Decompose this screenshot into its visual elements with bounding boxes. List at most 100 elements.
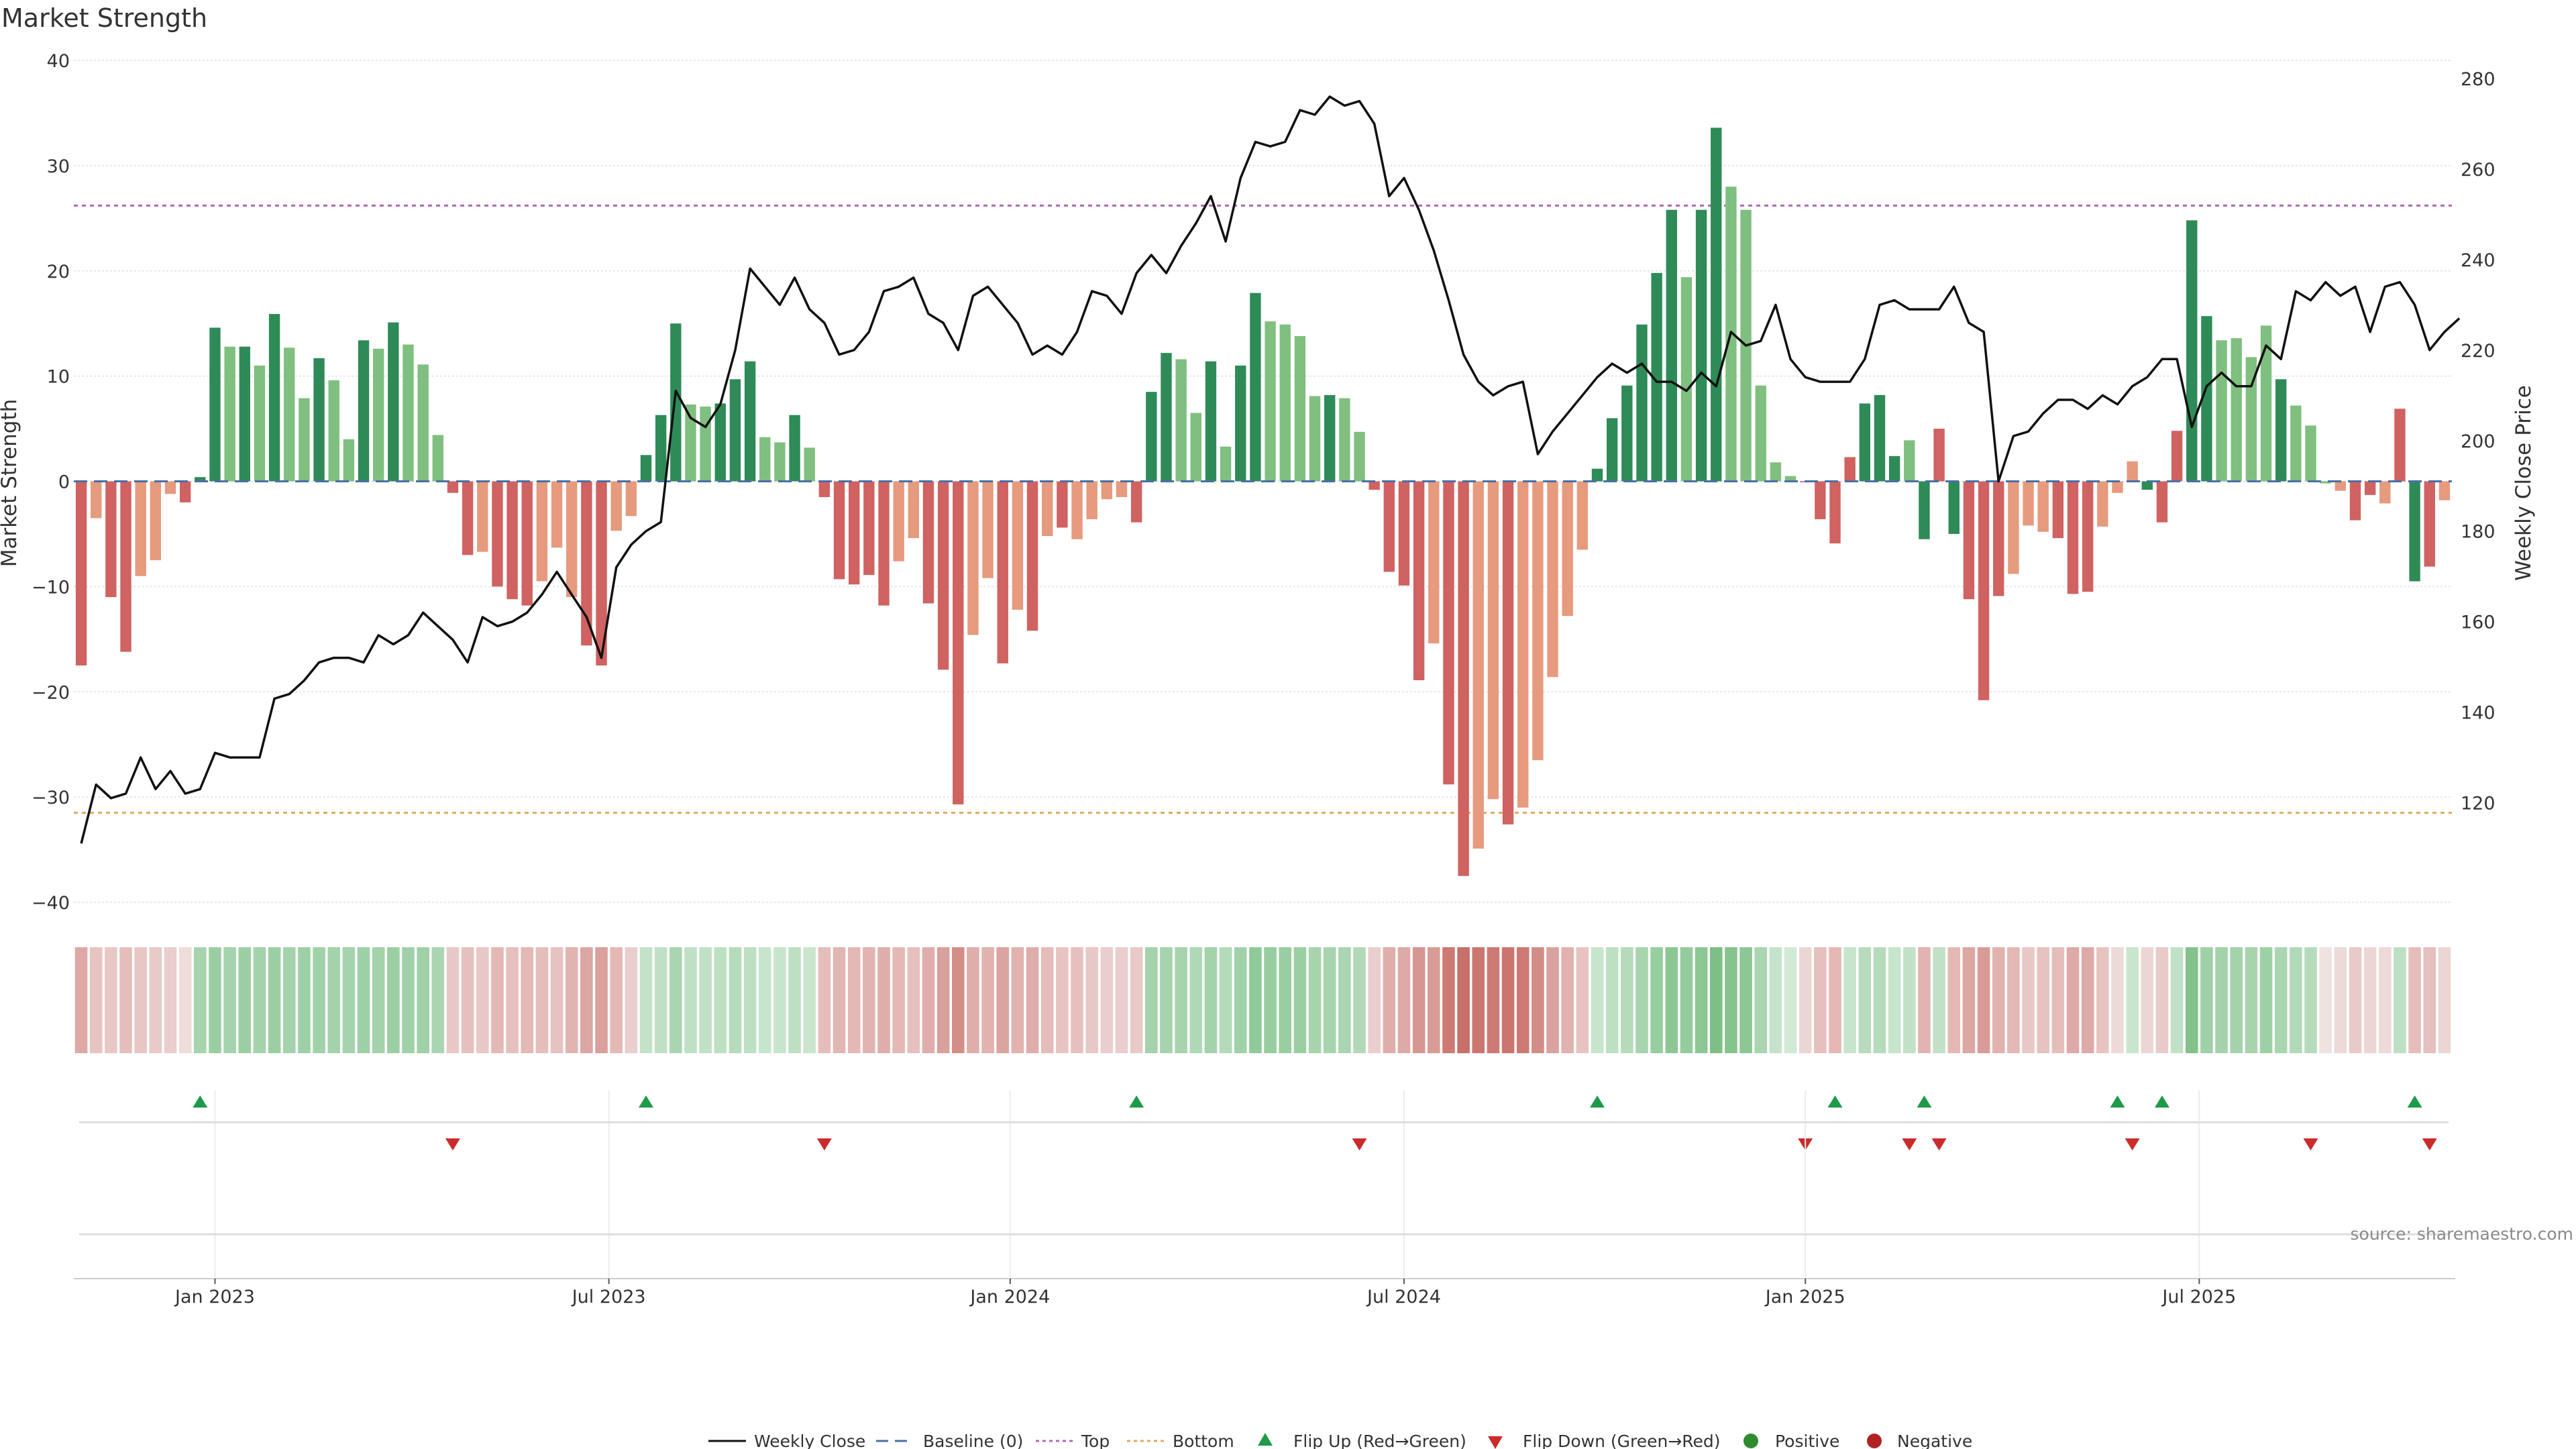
strength-bar (521, 481, 533, 606)
strength-strip-cell (282, 947, 296, 1053)
strength-strip-cell (1992, 947, 2005, 1053)
strength-bar (224, 346, 235, 482)
strength-bar (195, 477, 206, 482)
strength-bar (1101, 481, 1113, 500)
strength-bar (209, 327, 221, 482)
strength-strip-cell (1695, 947, 1708, 1053)
left-tick-label: 30 (47, 156, 70, 177)
strength-bar (1235, 365, 1246, 482)
strength-bar (2023, 481, 2034, 526)
strength-strip-cell (2126, 947, 2139, 1053)
x-tick-label: Jan 2025 (1764, 1287, 1845, 1307)
strength-bar (789, 415, 800, 482)
strength-strip-cell (461, 947, 474, 1053)
strength-bar (685, 404, 696, 482)
strength-bar (1443, 481, 1454, 785)
strength-bar (1919, 481, 1930, 539)
strength-bar (150, 481, 162, 561)
strength-strip-cell (1814, 947, 1827, 1053)
strength-bar (1695, 209, 1707, 482)
strength-bar (2127, 461, 2138, 482)
strength-strip-cell (2215, 947, 2228, 1053)
strength-bar (804, 447, 815, 482)
strength-strip-cell (1739, 947, 1752, 1053)
strength-strip-cell (1338, 947, 1351, 1053)
x-tick-label: Jul 2025 (2161, 1287, 2236, 1307)
strength-bar (284, 347, 295, 482)
strength-bar (2201, 316, 2212, 482)
strength-strip-cell (1962, 947, 1976, 1053)
color-strip (74, 947, 2451, 1053)
strength-strip-cell (2334, 947, 2347, 1053)
strength-strip-cell (2259, 947, 2273, 1053)
flip-up-marker (2154, 1095, 2169, 1108)
right-tick-label: 200 (2461, 431, 2496, 452)
strength-bar (1933, 429, 1945, 482)
strength-strip-cell (2200, 947, 2213, 1053)
strength-bar (744, 361, 756, 482)
strength-bar (1784, 476, 1796, 482)
strength-bar (967, 481, 979, 635)
strength-strip-cell (2408, 947, 2421, 1053)
strength-bar (447, 481, 459, 493)
strength-bar (1888, 455, 1900, 482)
strength-strip-cell (1902, 947, 1916, 1053)
strength-bar (1993, 481, 2004, 596)
strength-strip-cell (1487, 947, 1500, 1053)
strength-strip-cell (1516, 947, 1529, 1053)
strength-bar (1428, 481, 1440, 644)
strength-bar (1279, 324, 1291, 482)
strength-bar (402, 344, 414, 482)
strength-bar (299, 398, 310, 482)
strength-bar (863, 481, 875, 576)
strength-bar (2260, 325, 2272, 482)
strength-strip-cell (2170, 947, 2184, 1053)
strength-strip-cell (1353, 947, 1366, 1053)
strength-bar (1948, 481, 1960, 534)
strength-bar (1636, 324, 1648, 482)
strength-bar (1666, 209, 1677, 482)
strength-bar (1874, 394, 1886, 482)
legend-baseline: Baseline (0) (923, 1432, 1023, 1449)
strength-strip-cell (788, 947, 801, 1053)
strength-bar (388, 322, 399, 482)
strength-strip-cell (313, 947, 325, 1053)
strength-bar (2379, 481, 2391, 504)
strength-bar (1532, 481, 1544, 761)
strength-bar (729, 379, 741, 482)
strength-strip-cell (699, 947, 712, 1053)
strength-strip-cell (209, 947, 221, 1053)
strength-bar (849, 481, 860, 585)
legend-flip-down: Flip Down (Green→Red) (1523, 1432, 1721, 1449)
strength-strip-cell (1175, 947, 1187, 1053)
strength-bar (120, 481, 131, 652)
strength-bar (997, 481, 1008, 663)
strength-bar (2334, 481, 2347, 491)
strength-bar (268, 314, 280, 482)
strength-bar (1026, 481, 1038, 631)
strength-bar (417, 364, 429, 482)
strength-bar (1844, 457, 1856, 482)
strength-strip-cell (1680, 947, 1693, 1053)
strength-strip-cell (1546, 947, 1559, 1053)
strength-strip-cell (1383, 947, 1396, 1053)
strength-strip-cell (1056, 947, 1069, 1053)
strength-strip-cell (149, 947, 162, 1053)
strength-bar (462, 481, 474, 555)
strength-bar (818, 481, 830, 498)
legend-bottom: Bottom (1173, 1432, 1234, 1449)
legend-flip-down-icon (1488, 1436, 1503, 1449)
strength-strip-cell (2141, 947, 2154, 1053)
strength-strip-cell (178, 947, 192, 1053)
strength-strip-cell (1888, 947, 1901, 1053)
strength-strip-cell (2245, 947, 2258, 1053)
strength-bar (1130, 481, 1142, 523)
strength-bar (1859, 403, 1871, 482)
flip-up-marker (1590, 1095, 1605, 1108)
strength-strip-cell (1130, 947, 1143, 1053)
left-axis-label: Market Strength (0, 399, 21, 568)
strength-strip-cell (2378, 947, 2392, 1053)
strength-strip-cell (1472, 947, 1485, 1053)
strength-bar (2171, 431, 2183, 482)
strength-strip-cell (535, 947, 549, 1053)
